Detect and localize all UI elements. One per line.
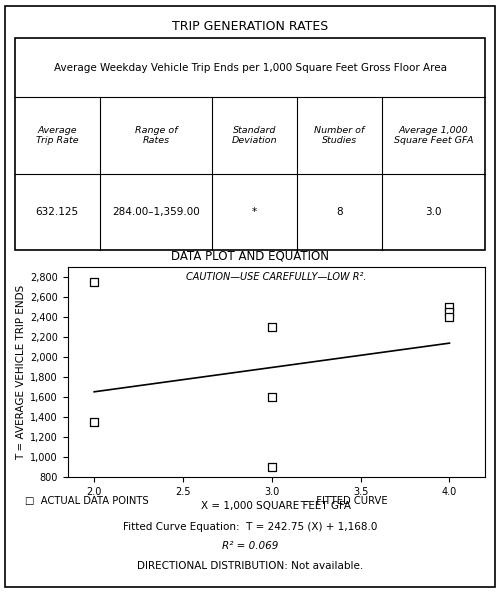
Point bbox=[268, 322, 276, 331]
Text: Average
Trip Rate: Average Trip Rate bbox=[36, 126, 78, 145]
Point bbox=[268, 463, 276, 472]
Text: TRIP GENERATION RATES: TRIP GENERATION RATES bbox=[172, 20, 328, 33]
Text: Average Weekday Vehicle Trip Ends per 1,000 Square Feet Gross Floor Area: Average Weekday Vehicle Trip Ends per 1,… bbox=[54, 63, 446, 73]
Text: Fitted Curve Equation:  T = 242.75 (X) + 1,168.0: Fitted Curve Equation: T = 242.75 (X) + … bbox=[123, 522, 377, 531]
Text: Standard
Deviation: Standard Deviation bbox=[232, 126, 278, 145]
Text: DATA PLOT AND EQUATION: DATA PLOT AND EQUATION bbox=[171, 249, 329, 262]
Point bbox=[446, 302, 454, 312]
Text: R² = 0.069: R² = 0.069 bbox=[222, 541, 278, 550]
Text: —  FITTED CURVE: — FITTED CURVE bbox=[300, 496, 388, 506]
Y-axis label: T = AVERAGE VEHICLE TRIP ENDS: T = AVERAGE VEHICLE TRIP ENDS bbox=[16, 285, 26, 460]
Text: Range of
Rates: Range of Rates bbox=[134, 126, 178, 145]
Text: Number of
Studies: Number of Studies bbox=[314, 126, 364, 145]
Text: 632.125: 632.125 bbox=[36, 207, 79, 217]
Point bbox=[90, 277, 98, 286]
Text: 3.0: 3.0 bbox=[425, 207, 442, 217]
Text: *: * bbox=[252, 207, 258, 217]
Text: DIRECTIONAL DISTRIBUTION: Not available.: DIRECTIONAL DISTRIBUTION: Not available. bbox=[137, 562, 363, 571]
Text: CAUTION—USE CAREFULLY—LOW R².: CAUTION—USE CAREFULLY—LOW R². bbox=[186, 272, 366, 282]
Point bbox=[90, 417, 98, 427]
Text: 284.00–1,359.00: 284.00–1,359.00 bbox=[112, 207, 200, 217]
Point bbox=[446, 307, 454, 317]
Text: 8: 8 bbox=[336, 207, 342, 217]
Point bbox=[446, 313, 454, 322]
Text: □  ACTUAL DATA POINTS: □ ACTUAL DATA POINTS bbox=[25, 496, 148, 506]
X-axis label: X = 1,000 SQUARE FEET GFA: X = 1,000 SQUARE FEET GFA bbox=[201, 501, 351, 511]
Point bbox=[268, 393, 276, 402]
Text: Average 1,000
Square Feet GFA: Average 1,000 Square Feet GFA bbox=[394, 126, 473, 145]
